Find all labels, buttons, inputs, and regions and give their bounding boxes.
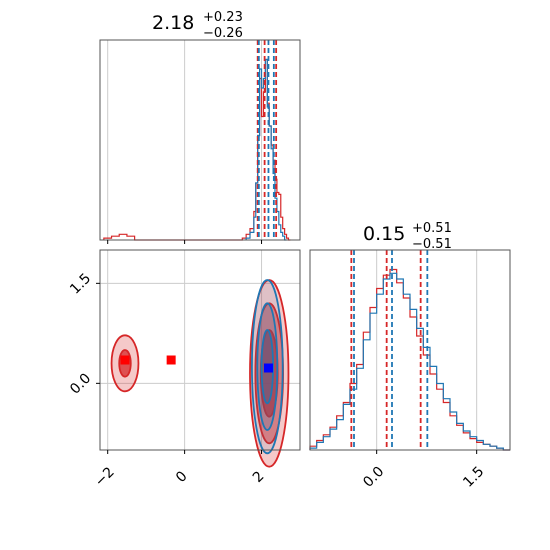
hist-x-frame <box>99 39 301 241</box>
title-y-lower: −0.51 <box>412 237 452 252</box>
hist-y-tick-label-1: 1.5 <box>460 464 487 491</box>
hist-x-series-1 <box>245 58 287 241</box>
joint-ytick-label-1: 1.5 <box>67 271 94 298</box>
title-x: 2.18 +0.23 −0.26 <box>152 10 243 41</box>
title-x-upper: +0.23 <box>203 10 243 25</box>
hist-y-frame <box>309 249 511 451</box>
histogram-panel-x <box>99 39 301 244</box>
joint-xtick-label-0: −2 <box>92 464 118 490</box>
hist-y-series-1 <box>309 272 510 451</box>
title-y-value: 0.15 <box>363 223 405 245</box>
joint-marker-0 <box>263 363 273 373</box>
joint-marker-2 <box>120 355 130 365</box>
hist-x-series-0 <box>103 58 291 241</box>
joint-contour-panel: −2 0 2 0.0 1.5 <box>67 249 301 490</box>
title-x-lower: −0.26 <box>203 26 243 41</box>
title-y: 0.15 +0.51 −0.51 <box>363 221 452 252</box>
title-x-value: 2.18 <box>152 12 194 34</box>
joint-xtick-label-1: 0 <box>173 468 191 486</box>
title-y-upper: +0.51 <box>412 221 452 236</box>
histogram-panel-y: 0.0 1.5 <box>309 249 511 491</box>
hist-y-tick-label-0: 0.0 <box>360 464 387 491</box>
joint-ytick-label-0: 0.0 <box>67 371 94 398</box>
joint-xtick-label-2: 2 <box>250 468 268 486</box>
joint-frame <box>99 249 301 451</box>
joint-marker-1 <box>166 355 176 365</box>
